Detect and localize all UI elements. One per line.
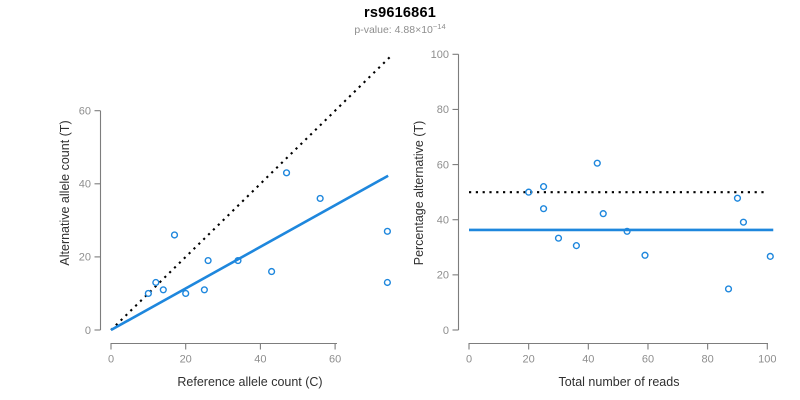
x-tick-label: 80 — [702, 354, 714, 366]
data-point — [554, 234, 563, 242]
data-point — [593, 159, 601, 167]
data-point — [739, 218, 748, 226]
data-point — [766, 252, 774, 260]
x-tick-label: 40 — [254, 354, 266, 366]
x-tick-label: 100 — [758, 354, 776, 366]
data-point — [724, 285, 733, 293]
data-point — [383, 278, 391, 287]
identity-line — [110, 56, 391, 331]
x-tick-label: 0 — [108, 354, 114, 366]
x-tick-label: 60 — [329, 354, 341, 366]
data-point — [204, 256, 212, 265]
x-tick-label: 40 — [582, 354, 594, 366]
data-point — [152, 278, 160, 287]
data-point — [623, 227, 631, 235]
data-point — [182, 289, 190, 298]
p-value-subtitle: p-value: 4.88×10−14 — [0, 22, 800, 36]
y-tick-label: 80 — [437, 104, 449, 116]
p-value-exponent: −14 — [432, 22, 446, 31]
x-tick-label: 20 — [180, 354, 192, 366]
x-tick-label: 20 — [523, 354, 535, 366]
x-tick-label: 0 — [466, 354, 472, 366]
data-point — [200, 286, 208, 294]
data-point — [539, 205, 548, 213]
data-point — [525, 188, 533, 196]
y-tick-label: 40 — [437, 215, 449, 227]
y-tick-label: 0 — [85, 325, 91, 337]
y-tick-label: 60 — [79, 106, 91, 118]
data-point — [234, 256, 242, 265]
y-tick-label: 20 — [79, 252, 91, 264]
p-value-text: p-value: 4.88×10 — [354, 24, 433, 36]
left-y-axis-label: Alternative allele count (T) — [58, 120, 72, 265]
data-point — [170, 231, 179, 239]
data-point — [268, 267, 276, 276]
y-tick-label: 60 — [437, 159, 449, 171]
data-point — [641, 251, 649, 259]
right-y-axis-label: Percentage alternative (T) — [412, 121, 426, 266]
y-tick-label: 40 — [79, 179, 91, 191]
data-point — [316, 194, 324, 203]
data-point — [159, 286, 167, 294]
chart-title: rs9616861 — [364, 5, 436, 21]
data-point — [282, 169, 291, 177]
data-point — [383, 227, 391, 235]
data-point — [539, 183, 548, 191]
data-point — [572, 242, 580, 250]
data-point — [733, 194, 742, 202]
fit-line — [110, 174, 389, 332]
left-x-axis-label: Reference allele count (C) — [177, 375, 322, 389]
right-x-axis-label: Total number of reads — [559, 375, 680, 389]
y-tick-label: 0 — [443, 325, 449, 337]
data-point — [144, 289, 152, 298]
x-tick-label: 60 — [642, 354, 654, 366]
y-tick-label: 100 — [431, 49, 449, 61]
y-tick-label: 20 — [437, 270, 449, 282]
data-point — [599, 210, 607, 218]
